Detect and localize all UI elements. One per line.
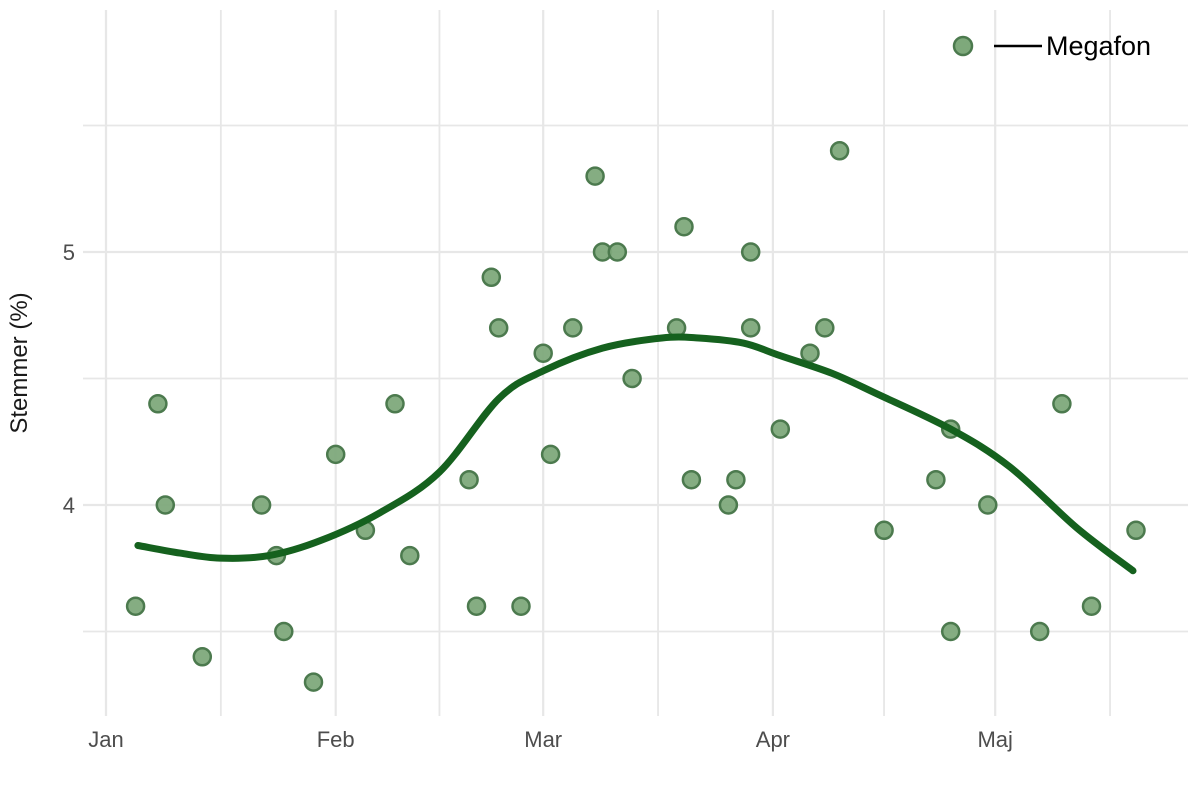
data-point [540,444,561,465]
gridlines [83,10,1188,716]
data-point [800,343,820,363]
data-point [1029,621,1050,642]
y-tick-label: 4 [63,493,75,518]
data-point [251,495,272,515]
data-point [459,469,479,490]
data-point [874,520,894,541]
data-point [726,469,746,490]
data-point [585,166,605,186]
scatter-points [125,141,1146,692]
data-point [1081,596,1102,616]
data-point [770,419,791,439]
legend-label: Megafon [1046,31,1151,61]
data-point [978,495,998,515]
data-point [192,647,213,667]
x-tick-label: Feb [317,727,355,752]
data-point [740,318,761,338]
data-point [563,318,583,338]
x-axis-labels: Jan Feb Mar Apr Maj [88,727,1013,752]
data-point [148,394,168,414]
data-point [274,621,294,642]
x-tick-label: Apr [756,727,790,752]
data-point [1126,520,1146,541]
data-point [740,242,761,262]
data-point [533,343,553,363]
data-point [607,242,628,262]
x-tick-label: Maj [977,727,1012,752]
data-point [815,318,835,338]
trend-line [134,333,1137,575]
data-point [400,545,420,566]
data-point [481,267,502,288]
data-point [674,216,694,237]
data-point [488,318,509,338]
data-point [385,394,405,414]
data-point [466,596,487,616]
data-point [926,469,946,490]
data-point [829,141,850,161]
data-point [155,495,176,515]
data-point [125,596,146,616]
data-point [511,596,531,616]
data-point [622,368,642,389]
y-tick-label: 5 [63,240,75,265]
legend-point-marker [952,35,974,57]
x-tick-label: Jan [88,727,123,752]
data-point [940,621,961,642]
x-tick-label: Mar [524,727,562,752]
data-point [303,672,324,692]
data-point [681,469,702,490]
y-axis-title: Stemmer (%) [6,292,33,433]
data-point [325,444,346,465]
legend: Megafon [952,31,1151,61]
data-point [718,495,739,515]
y-axis-labels: 45 [63,240,75,518]
data-point [1052,394,1072,414]
